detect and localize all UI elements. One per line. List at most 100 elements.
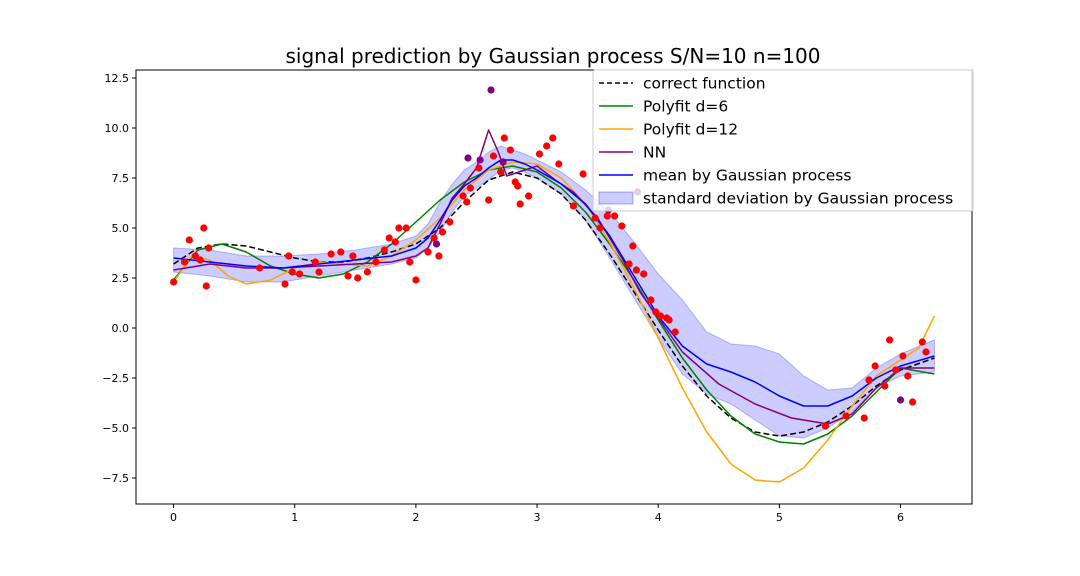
data-point [315,268,323,276]
chart-title: signal prediction by Gaussian process S/… [286,44,821,68]
data-point [438,228,447,236]
data-point [412,276,420,284]
gp-std-band [173,145,935,439]
series-line-poly12 [172,161,936,483]
data-point [514,182,522,190]
data-point [327,250,335,258]
x-tick-label: 4 [655,511,662,524]
data-point [463,198,471,206]
x-tick-label: 2 [412,511,419,524]
data-point [380,246,388,254]
data-point [549,134,557,142]
data-point [180,258,189,266]
data-point-alt [476,156,484,164]
data-point [296,270,304,278]
data-point [569,202,578,210]
data-point [402,224,410,232]
data-point [525,192,533,200]
data-point-alt [896,396,905,404]
data-point [629,242,637,250]
data-point [871,362,879,370]
data-point [618,222,626,230]
data-point [446,218,454,226]
x-axis: 0 1 2 3 4 5 6 [170,504,904,524]
data-point [354,274,362,282]
data-point [821,422,830,430]
data-point [909,398,917,406]
data-point [363,268,371,276]
y-tick-label: 5.0 [112,222,130,235]
data-point [555,160,563,168]
x-tick-label: 6 [897,511,904,524]
data-point-alt [499,158,507,166]
data-point [170,278,178,286]
data-point [665,316,673,324]
data-point [899,352,907,360]
series-line-correct [173,171,935,437]
data-point [281,280,289,288]
data-point [543,142,551,150]
data-point [842,412,850,420]
plot-area [170,86,936,483]
data-point [603,212,611,220]
y-tick-label: 10.0 [105,122,130,135]
x-tick-label: 0 [170,511,177,524]
series-line-nn [173,129,935,425]
data-point [671,328,679,336]
legend-swatch-gp_band [598,191,634,205]
x-tick-label: 3 [534,511,541,524]
x-tick-label: 5 [776,511,783,524]
data-point [191,252,199,260]
data-point [632,266,641,274]
data-point [886,336,894,344]
series-line-gp_mean [173,159,935,407]
data-point-alt [432,240,441,248]
y-tick-label: −7.5 [102,472,129,485]
data-point [497,168,505,176]
data-point-alt [464,154,472,162]
data-point [285,252,293,260]
data-point [860,414,868,422]
data-point [424,248,432,256]
legend-label-gp_band: standard deviation by Gaussian process [643,190,953,208]
y-axis: −7.5 −5.0 −2.5 0.0 2.5 5.0 7.5 10.0 12.5 [102,72,136,485]
data-point [430,234,438,242]
data-point [611,212,619,220]
data-point [466,184,474,192]
data-point [256,264,264,272]
data-point [904,372,912,380]
data-point [489,152,497,160]
data-point [892,366,900,374]
data-point [406,258,414,266]
data-point [500,134,508,142]
y-tick-label: 0.0 [112,322,130,335]
data-point [640,270,648,278]
data-point [435,252,443,260]
y-tick-label: −5.0 [102,422,129,435]
y-tick-label: 2.5 [112,272,130,285]
data-point [881,382,889,390]
data-point-alt [487,86,495,94]
data-point [918,338,926,346]
data-point [516,200,524,208]
data-point [391,238,399,246]
data-point [535,150,544,158]
legend-label-gp_mean: mean by Gaussian process [643,167,851,185]
y-tick-label: 7.5 [112,172,130,185]
legend-label-poly12: Polyfit d=12 [643,121,738,139]
legend: correct function Polyfit d=6 Polyfit d=12 N… [592,69,974,212]
data-point [865,376,873,384]
data-point [349,252,357,260]
legend-label-poly6: Polyfit d=6 [643,98,728,116]
data-point [202,282,210,290]
data-point [344,272,352,280]
data-point [475,164,483,172]
data-point [372,258,380,266]
data-point [205,244,213,252]
legend-label-correct: correct function [643,75,766,93]
data-point [200,224,208,232]
data-point [657,312,665,320]
data-point [652,308,660,316]
data-point [385,234,393,242]
